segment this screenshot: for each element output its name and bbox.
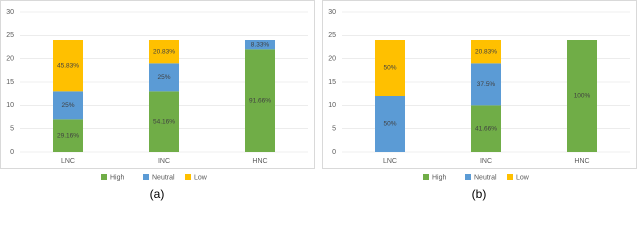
data-label: 50% bbox=[383, 65, 396, 72]
y-tick-label: 0 bbox=[332, 149, 336, 156]
y-tick-label: 30 bbox=[328, 9, 336, 16]
legend-swatch bbox=[185, 174, 191, 180]
y-tick-label: 15 bbox=[328, 79, 336, 86]
x-tick-label: INC bbox=[158, 158, 170, 165]
caption: (a) bbox=[150, 187, 165, 201]
data-label: 54.16% bbox=[153, 118, 175, 125]
bar-segment bbox=[149, 91, 179, 152]
legend-label: High bbox=[432, 174, 447, 181]
y-tick-label: 25 bbox=[6, 32, 14, 39]
x-tick-label: HNC bbox=[252, 158, 267, 165]
chart-panel: 0 5 10 15 20 25 30 LNC 50% 50% INC 41.66% 37.5% 20.83… bbox=[322, 0, 637, 201]
y-tick-label: 30 bbox=[6, 9, 14, 16]
x-tick-label: INC bbox=[480, 158, 492, 165]
chart-border bbox=[0, 0, 315, 169]
legend-swatch bbox=[143, 174, 149, 180]
legend-label: High bbox=[110, 174, 125, 181]
bar-segment bbox=[53, 119, 83, 152]
data-label: 20.83% bbox=[475, 48, 497, 55]
bar-segment bbox=[567, 40, 597, 152]
y-tick-label: 5 bbox=[332, 126, 336, 133]
data-label: 20.83% bbox=[153, 48, 175, 55]
legend-label: Low bbox=[516, 174, 530, 181]
legend-label: Neutral bbox=[152, 174, 175, 181]
x-tick-label: HNC bbox=[574, 158, 589, 165]
data-label: 25% bbox=[157, 74, 170, 81]
bar-segment bbox=[53, 91, 83, 120]
data-label: 29.16% bbox=[57, 132, 79, 139]
bar-segment bbox=[471, 63, 501, 106]
legend-swatch bbox=[465, 174, 471, 180]
y-tick-label: 10 bbox=[328, 102, 336, 109]
y-tick-label: 15 bbox=[6, 79, 14, 86]
y-tick-label: 25 bbox=[328, 32, 336, 39]
chart-border bbox=[322, 0, 637, 169]
legend-label: Neutral bbox=[474, 174, 497, 181]
legend-label: Low bbox=[194, 174, 208, 181]
y-tick-label: 20 bbox=[6, 56, 14, 63]
x-tick-label: LNC bbox=[383, 158, 397, 165]
legend-swatch bbox=[507, 174, 513, 180]
data-label: 91.66% bbox=[249, 97, 271, 104]
bar-segment bbox=[375, 96, 405, 152]
page: 0 5 10 15 20 25 30 LNC 29.16% 25% 45.83% INC 54.16% 2… bbox=[0, 0, 637, 202]
legend-swatch bbox=[423, 174, 429, 180]
data-label: 100% bbox=[574, 93, 591, 100]
y-tick-label: 20 bbox=[328, 56, 336, 63]
x-tick-label: LNC bbox=[61, 158, 75, 165]
data-label: 25% bbox=[61, 102, 74, 109]
data-label: 50% bbox=[383, 121, 396, 128]
caption: (b) bbox=[472, 187, 487, 201]
bar-segment bbox=[149, 40, 179, 64]
chart-panel: 0 5 10 15 20 25 30 LNC 29.16% 25% 45.83% INC 54.16% 2… bbox=[0, 0, 315, 201]
bar-segment bbox=[471, 40, 501, 64]
y-tick-label: 10 bbox=[6, 102, 14, 109]
data-label: 45.83% bbox=[57, 62, 79, 69]
data-label: 41.66% bbox=[475, 125, 497, 132]
figure: 0 5 10 15 20 25 30 LNC 29.16% 25% 45.83% INC 54.16% 2… bbox=[0, 0, 637, 201]
data-label: 37.5% bbox=[477, 81, 496, 88]
legend-swatch bbox=[101, 174, 107, 180]
data-label: 8.33% bbox=[251, 41, 270, 48]
bar-segment bbox=[53, 40, 83, 92]
bar-segment bbox=[245, 40, 275, 50]
bar-segment bbox=[245, 49, 275, 153]
y-tick-label: 0 bbox=[10, 149, 14, 156]
bar-segment bbox=[149, 63, 179, 92]
y-tick-label: 5 bbox=[10, 126, 14, 133]
bar-segment bbox=[375, 40, 405, 96]
bar-segment bbox=[471, 105, 501, 152]
